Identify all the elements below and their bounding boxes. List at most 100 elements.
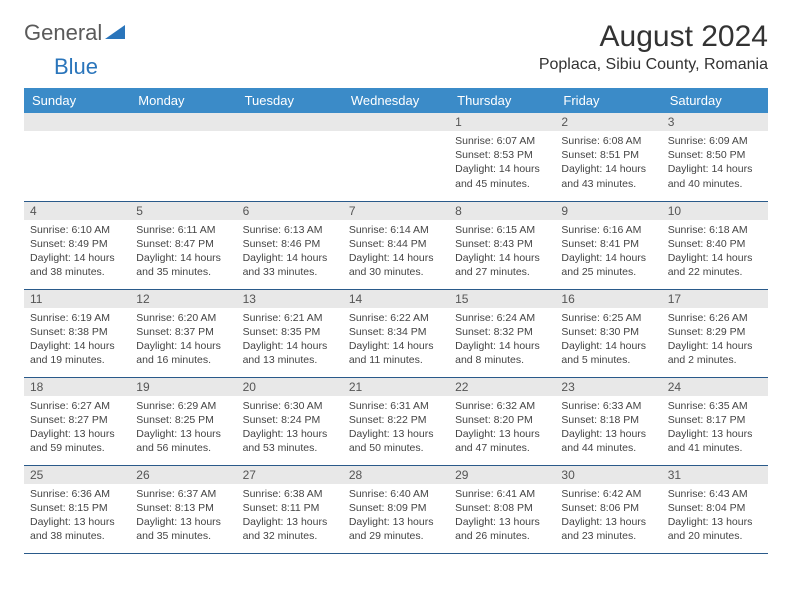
day-number-bar: 27	[237, 466, 343, 484]
daylight-label: Daylight:	[349, 516, 393, 528]
sunset-label: Sunset:	[243, 326, 282, 338]
day-content: Sunrise: 6:14 AMSunset: 8:44 PMDaylight:…	[343, 220, 449, 284]
sunset-value: 8:46 PM	[281, 238, 320, 250]
day-number-bar: 8	[449, 202, 555, 220]
sunrise-value: 6:25 AM	[603, 312, 642, 324]
sunset-label: Sunset:	[668, 238, 707, 250]
day-content: Sunrise: 6:11 AMSunset: 8:47 PMDaylight:…	[130, 220, 236, 284]
sunset-label: Sunset:	[561, 149, 600, 161]
sunset-value: 8:27 PM	[69, 414, 108, 426]
day-header: Saturday	[662, 88, 768, 113]
day-content: Sunrise: 6:20 AMSunset: 8:37 PMDaylight:…	[130, 308, 236, 372]
sunrise-label: Sunrise:	[668, 488, 709, 500]
day-number-bar: 10	[662, 202, 768, 220]
day-cell: 17Sunrise: 6:26 AMSunset: 8:29 PMDayligh…	[662, 289, 768, 377]
day-cell: 24Sunrise: 6:35 AMSunset: 8:17 PMDayligh…	[662, 377, 768, 465]
sunrise-value: 6:37 AM	[178, 488, 217, 500]
sunrise-label: Sunrise:	[243, 312, 284, 324]
day-cell: 9Sunrise: 6:16 AMSunset: 8:41 PMDaylight…	[555, 201, 661, 289]
sunset-label: Sunset:	[30, 414, 69, 426]
day-number-bar: 28	[343, 466, 449, 484]
sunset-label: Sunset:	[136, 502, 175, 514]
day-content: Sunrise: 6:41 AMSunset: 8:08 PMDaylight:…	[449, 484, 555, 548]
sunset-label: Sunset:	[136, 414, 175, 426]
daylight-label: Daylight:	[668, 516, 712, 528]
day-content: Sunrise: 6:21 AMSunset: 8:35 PMDaylight:…	[237, 308, 343, 372]
calendar-table: SundayMondayTuesdayWednesdayThursdayFrid…	[24, 88, 768, 554]
sunset-value: 8:18 PM	[600, 414, 639, 426]
week-row: 1Sunrise: 6:07 AMSunset: 8:53 PMDaylight…	[24, 113, 768, 201]
sunrise-value: 6:42 AM	[603, 488, 642, 500]
sunrise-label: Sunrise:	[455, 135, 496, 147]
sunset-value: 8:49 PM	[69, 238, 108, 250]
sunset-value: 8:43 PM	[494, 238, 533, 250]
day-cell: 31Sunrise: 6:43 AMSunset: 8:04 PMDayligh…	[662, 465, 768, 553]
day-header: Wednesday	[343, 88, 449, 113]
day-cell: 14Sunrise: 6:22 AMSunset: 8:34 PMDayligh…	[343, 289, 449, 377]
daylight-label: Daylight:	[243, 428, 287, 440]
sunrise-label: Sunrise:	[30, 224, 71, 236]
sunset-label: Sunset:	[668, 149, 707, 161]
sunrise-value: 6:13 AM	[284, 224, 323, 236]
day-content: Sunrise: 6:07 AMSunset: 8:53 PMDaylight:…	[449, 131, 555, 195]
sunrise-value: 6:10 AM	[71, 224, 110, 236]
sunset-label: Sunset:	[668, 502, 707, 514]
day-header: Tuesday	[237, 88, 343, 113]
sunrise-value: 6:19 AM	[71, 312, 110, 324]
day-content: Sunrise: 6:30 AMSunset: 8:24 PMDaylight:…	[237, 396, 343, 460]
sunrise-label: Sunrise:	[561, 312, 602, 324]
sunset-value: 8:24 PM	[281, 414, 320, 426]
day-cell: 12Sunrise: 6:20 AMSunset: 8:37 PMDayligh…	[130, 289, 236, 377]
sunrise-value: 6:27 AM	[71, 400, 110, 412]
daylight-label: Daylight:	[561, 163, 605, 175]
day-content: Sunrise: 6:19 AMSunset: 8:38 PMDaylight:…	[24, 308, 130, 372]
sunrise-label: Sunrise:	[243, 488, 284, 500]
day-content: Sunrise: 6:31 AMSunset: 8:22 PMDaylight:…	[343, 396, 449, 460]
sunset-value: 8:35 PM	[281, 326, 320, 338]
sunrise-value: 6:38 AM	[284, 488, 323, 500]
sunrise-value: 6:36 AM	[71, 488, 110, 500]
day-number-bar: 29	[449, 466, 555, 484]
sunset-label: Sunset:	[561, 326, 600, 338]
day-number-bar: 9	[555, 202, 661, 220]
sunset-label: Sunset:	[349, 326, 388, 338]
sunset-label: Sunset:	[136, 238, 175, 250]
day-content	[343, 131, 449, 181]
day-number-bar: 1	[449, 113, 555, 131]
sunrise-label: Sunrise:	[668, 400, 709, 412]
day-number-bar: 7	[343, 202, 449, 220]
day-content: Sunrise: 6:32 AMSunset: 8:20 PMDaylight:…	[449, 396, 555, 460]
day-content: Sunrise: 6:35 AMSunset: 8:17 PMDaylight:…	[662, 396, 768, 460]
sunrise-label: Sunrise:	[136, 224, 177, 236]
daylight-label: Daylight:	[136, 516, 180, 528]
sunrise-value: 6:31 AM	[390, 400, 429, 412]
day-cell: 3Sunrise: 6:09 AMSunset: 8:50 PMDaylight…	[662, 113, 768, 201]
sunrise-value: 6:41 AM	[497, 488, 536, 500]
day-cell	[343, 113, 449, 201]
sunrise-value: 6:21 AM	[284, 312, 323, 324]
day-header: Monday	[130, 88, 236, 113]
sunset-value: 8:15 PM	[69, 502, 108, 514]
sunset-value: 8:06 PM	[600, 502, 639, 514]
day-number-bar: 11	[24, 290, 130, 308]
sunrise-label: Sunrise:	[561, 488, 602, 500]
daylight-label: Daylight:	[349, 340, 393, 352]
day-number-bar: 18	[24, 378, 130, 396]
day-content: Sunrise: 6:15 AMSunset: 8:43 PMDaylight:…	[449, 220, 555, 284]
day-cell: 8Sunrise: 6:15 AMSunset: 8:43 PMDaylight…	[449, 201, 555, 289]
sunset-label: Sunset:	[455, 502, 494, 514]
daylight-label: Daylight:	[668, 163, 712, 175]
week-row: 4Sunrise: 6:10 AMSunset: 8:49 PMDaylight…	[24, 201, 768, 289]
sunset-label: Sunset:	[455, 326, 494, 338]
sunrise-value: 6:08 AM	[603, 135, 642, 147]
week-row: 18Sunrise: 6:27 AMSunset: 8:27 PMDayligh…	[24, 377, 768, 465]
day-cell: 6Sunrise: 6:13 AMSunset: 8:46 PMDaylight…	[237, 201, 343, 289]
location: Poplaca, Sibiu County, Romania	[539, 56, 768, 74]
sunrise-value: 6:11 AM	[178, 224, 216, 236]
day-cell: 2Sunrise: 6:08 AMSunset: 8:51 PMDaylight…	[555, 113, 661, 201]
sunrise-label: Sunrise:	[561, 224, 602, 236]
sunset-label: Sunset:	[349, 502, 388, 514]
sunset-label: Sunset:	[561, 238, 600, 250]
day-number-bar: 17	[662, 290, 768, 308]
sunrise-label: Sunrise:	[561, 135, 602, 147]
